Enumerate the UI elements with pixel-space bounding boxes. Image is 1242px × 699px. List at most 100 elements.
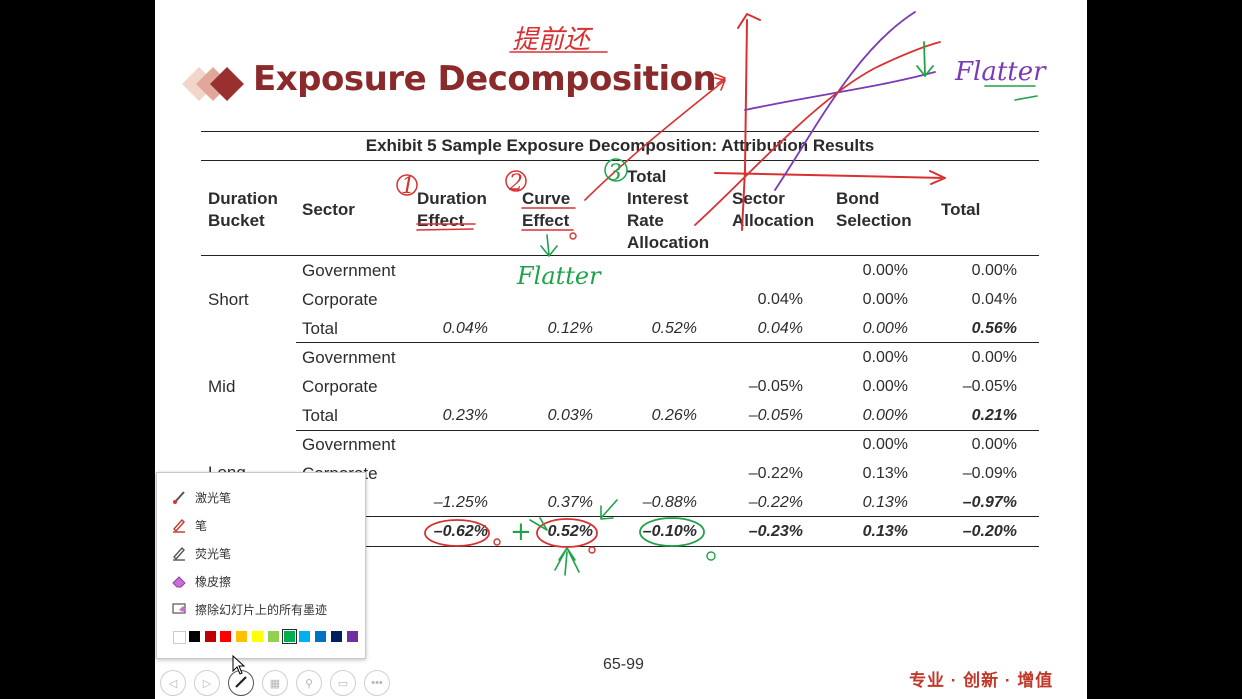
grand-total-total: –0.20% (962, 523, 1017, 540)
color-swatch[interactable] (281, 629, 297, 644)
eraser-icon (171, 573, 187, 589)
bond-cell: 0.00% (862, 349, 908, 366)
header-bottom-rule (201, 255, 1039, 256)
header-total-interest-rate-allocation: Total Interest Rate Allocation (627, 167, 710, 252)
pen-tool-button[interactable] (228, 670, 254, 696)
bond-cell: 0.00% (862, 407, 908, 424)
bucket-label: Mid (208, 377, 236, 396)
total-cell: 0.00% (971, 436, 1017, 453)
ink-curve-flat (744, 71, 936, 111)
total-cell: 0.00% (971, 262, 1017, 279)
color-swatch[interactable] (204, 631, 216, 642)
header-duration-effect: Duration Effect (417, 189, 487, 230)
menu-item-label: 激光笔 (195, 490, 232, 505)
menu-item-erase-all-ink[interactable]: 擦除幻灯片上的所有墨迹 (157, 597, 365, 621)
sector-cell: Government (302, 348, 396, 367)
sector-cell: Corporate (302, 377, 378, 396)
bond-cell: 0.13% (862, 494, 908, 511)
pen-options-menu: 激光笔 笔 荧光笔 橡皮擦 擦除幻灯片上的所有墨迹 (156, 472, 366, 659)
ink-down-arrow (916, 41, 934, 77)
magnifier-icon: ⚲ (304, 677, 314, 690)
sector-alloc-cell: –0.22% (748, 465, 803, 482)
color-swatch[interactable] (299, 631, 311, 642)
brand-slogan: 专业 · 创新 · 增值 (909, 671, 1054, 690)
table-bottom-rule (201, 546, 1039, 547)
header-sector-allocation: Sector Allocation (732, 189, 815, 230)
ink-x-axis (714, 170, 946, 185)
duration-cell: –1.25% (433, 494, 488, 511)
total-cell: 0.21% (971, 407, 1017, 424)
color-swatch[interactable] (267, 631, 279, 642)
more-options-button[interactable]: ••• (364, 670, 390, 696)
ink-number-3: 3 (608, 161, 622, 186)
color-swatch[interactable] (252, 631, 263, 642)
color-swatch[interactable] (346, 631, 358, 642)
ink-number-2: 2 (508, 171, 523, 196)
total-cell: 0.56% (971, 320, 1017, 337)
menu-item-eraser[interactable]: 橡皮擦 (157, 569, 365, 593)
ink-dot (706, 551, 716, 561)
erase-all-ink-icon (171, 601, 187, 617)
grand-total-bond-selection: 0.13% (862, 523, 908, 540)
slides-grid-icon: ▦ (269, 677, 281, 690)
see-all-slides-button[interactable]: ▦ (262, 670, 288, 696)
color-swatch[interactable] (188, 631, 200, 642)
screen-icon: ▭ (337, 677, 349, 690)
grand-total-tira: –0.10% (642, 523, 697, 540)
duration-cell: 0.23% (442, 407, 488, 424)
previous-slide-button[interactable]: ◁ (160, 670, 186, 696)
menu-item-pen[interactable]: 笔 (157, 513, 365, 537)
total-cell: –0.09% (962, 465, 1017, 482)
ink-numeral-circle (396, 174, 418, 196)
bond-cell: 0.00% (862, 291, 908, 308)
header-duration-bucket: Duration Bucket (208, 189, 278, 230)
total-cell: 0.04% (971, 291, 1017, 308)
sector-alloc-cell: 0.04% (757, 291, 803, 308)
grand-total-curve: 0.52% (547, 523, 593, 540)
tira-cell: 0.52% (651, 320, 697, 337)
total-cell: –0.97% (962, 494, 1017, 511)
menu-item-highlighter[interactable]: 荧光笔 (157, 541, 365, 565)
color-swatch[interactable] (173, 631, 186, 644)
menu-item-label: 橡皮擦 (195, 574, 232, 589)
header-bond-selection: Bond Selection (836, 189, 912, 230)
sector-alloc-cell: –0.22% (748, 494, 803, 511)
ink-number-1: 1 (401, 174, 415, 199)
sector-alloc-cell: 0.04% (757, 320, 803, 337)
sector-cell: Corporate (302, 290, 378, 309)
menu-item-laser-pointer[interactable]: 激光笔 (157, 485, 365, 509)
sector-alloc-cell: –0.05% (748, 407, 803, 424)
ink-dot (493, 538, 501, 546)
total-cell: –0.05% (962, 378, 1017, 395)
screen-options-button[interactable]: ▭ (330, 670, 356, 696)
grand-total-rule (201, 516, 1039, 517)
pen-icon (171, 517, 187, 533)
color-swatch[interactable] (331, 631, 342, 642)
bucket-label: Short (208, 290, 249, 309)
sector-cell: Total (302, 406, 338, 425)
color-swatch[interactable] (315, 631, 327, 642)
ink-flatter-mid: Flatter (516, 262, 602, 290)
sector-alloc-cell: –0.05% (748, 378, 803, 395)
curve-cell: 0.37% (547, 494, 593, 511)
next-slide-button[interactable]: ▷ (194, 670, 220, 696)
ink-dot (588, 546, 596, 554)
group-rule (296, 430, 1039, 431)
bond-cell: 0.00% (862, 436, 908, 453)
grand-total-duration: –0.62% (433, 523, 488, 540)
sector-cell: Total (302, 319, 338, 338)
bond-cell: 0.00% (862, 262, 908, 279)
pen-icon (234, 675, 248, 692)
curve-cell: 0.03% (547, 407, 593, 424)
header-total: Total (941, 200, 981, 219)
color-swatch[interactable] (220, 631, 232, 642)
sector-cell: Government (302, 261, 396, 280)
header-curve-effect: Curve Effect (522, 189, 571, 230)
ink-up-arrows (554, 547, 580, 576)
ink-chinese-note: 提前还 (512, 25, 594, 55)
curve-cell: 0.12% (547, 320, 593, 337)
color-swatch[interactable] (236, 631, 248, 642)
ink-curve-purple (774, 11, 916, 191)
highlighter-icon (171, 545, 187, 561)
zoom-button[interactable]: ⚲ (296, 670, 322, 696)
